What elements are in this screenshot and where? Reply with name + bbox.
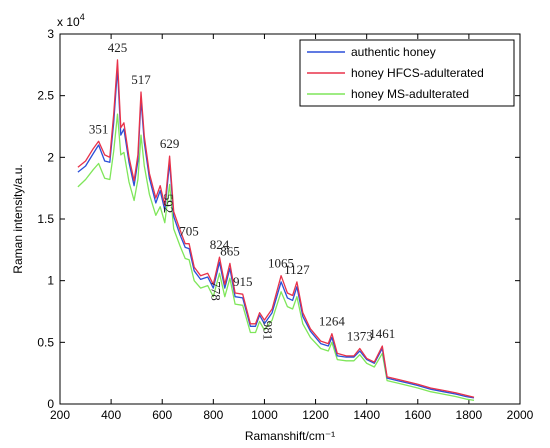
series-line-1 [77,59,475,398]
y-multiplier-exponent: 4 [80,12,85,22]
peak-label: 1373 [347,329,373,344]
legend-label-authentic: authentic honey [351,45,436,59]
peak-label: 865 [220,243,240,258]
peak-label: 1127 [284,262,310,277]
x-axis-label: Ramanshift/cm⁻¹ [245,429,335,443]
x-tick-label: 600 [152,408,172,422]
legend-label-hfcs: honey HFCS-adulterated [351,66,484,80]
peak-label: 592 [161,194,176,214]
peak-label: 351 [89,121,109,136]
peak-label: 824 [210,237,230,252]
peak-label: 517 [131,72,151,87]
peak-label: 981 [261,321,276,341]
x-tick-label: 1600 [404,408,431,422]
x-tick-label: 1800 [456,408,483,422]
peak-label: 425 [108,40,128,55]
series-layer [77,59,475,401]
axis-ticks: 200 400 600 800 1000 1200 1400 1600 1800 2000 0 0.5… [37,27,533,422]
x-tick-label: 1000 [251,408,278,422]
y-tick-label: 1.5 [37,212,54,226]
y-multiplier-base: x 10 [57,15,80,29]
x-tick-label: 800 [203,408,223,422]
y-tick-label: 0.5 [37,335,54,349]
x-tick-label: 2000 [507,408,534,422]
peak-label: 629 [160,136,180,151]
peak-label: 705 [179,224,199,239]
y-axis-label: Raman intensity/a.u. [11,164,25,273]
y-tick-label: 3 [47,27,54,41]
x-tick-label: 200 [50,408,70,422]
legend: authentic honey honey HFCS-adulterated h… [299,39,515,107]
x-tick-label: 1400 [353,408,380,422]
legend-label-ms: honey MS-adulterated [351,87,469,101]
y-tick-label: 2 [47,150,54,164]
y-tick-label: 1 [47,274,54,288]
y-tick-label: 0 [47,397,54,411]
peak-label: 778 [209,281,224,301]
peak-label: 1264 [319,314,346,329]
peak-label: 1461 [369,326,395,341]
series-line-2 [77,113,475,401]
y-tick-label: 2.5 [37,89,54,103]
x-tick-label: 1200 [302,408,329,422]
x-tick-label: 400 [101,408,121,422]
peak-label: 1065 [268,256,294,271]
y-axis-multiplier: x 104 [57,12,85,29]
peak-label: 915 [233,274,253,289]
series-line-0 [77,67,475,399]
